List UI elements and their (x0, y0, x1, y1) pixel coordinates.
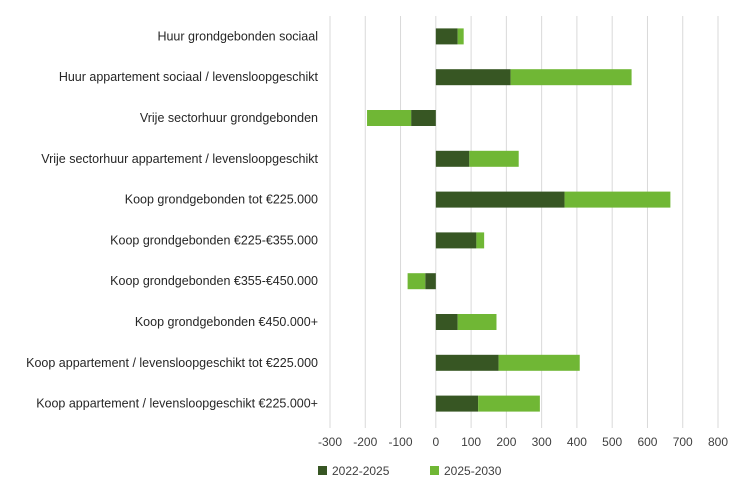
bar-segment-2025-2030 (457, 314, 497, 330)
x-tick-label: 0 (432, 435, 439, 449)
category-label: Koop grondgebonden tot €225.000 (125, 193, 318, 207)
bar-segment-2022-2025 (411, 110, 436, 126)
category-label: Koop appartement / levensloopgeschikt to… (26, 356, 318, 370)
legend-label-2025-2030: 2025-2030 (444, 464, 502, 478)
x-tick-label: 200 (496, 435, 516, 449)
x-tick-label: 600 (637, 435, 657, 449)
x-tick-label: -300 (318, 435, 342, 449)
category-labels: Huur grondgebonden sociaal Huur apparteme… (26, 29, 318, 410)
category-label: Koop grondgebonden €355-€450.000 (110, 274, 318, 288)
category-label: Huur grondgebonden sociaal (157, 29, 318, 43)
legend-label-2022-2025: 2022-2025 (332, 464, 390, 478)
x-tick-label: -200 (353, 435, 377, 449)
bar-segment-2022-2025 (435, 28, 458, 45)
x-tick-label: 700 (673, 435, 693, 449)
bar-segment-2022-2025 (435, 150, 470, 167)
bar-segment-2022-2025 (435, 354, 499, 371)
bar-segment-2022-2025 (425, 273, 436, 290)
category-label: Koop grondgebonden €225-€355.000 (110, 233, 318, 247)
x-tick-label: -100 (389, 435, 413, 449)
x-tick-label: 400 (567, 435, 587, 449)
bar-segment-2022-2025 (435, 395, 479, 412)
bar-segment-2025-2030 (407, 273, 426, 290)
legend-swatch-2025-2030 (430, 466, 439, 475)
legend-swatch-2022-2025 (318, 466, 327, 475)
x-tick-label: 800 (708, 435, 728, 449)
bar-segment-2025-2030 (367, 110, 412, 126)
bars (367, 28, 671, 412)
bar-segment-2025-2030 (498, 354, 580, 371)
bar-segment-2025-2030 (478, 395, 540, 412)
category-label: Koop grondgebonden €450.000+ (135, 315, 318, 329)
bar-segment-2022-2025 (435, 232, 477, 249)
category-label: Koop appartement / levensloopgeschikt €2… (36, 397, 318, 411)
x-tick-label: 100 (461, 435, 481, 449)
category-label: Vrije sectorhuur grondgebonden (140, 111, 318, 125)
bar-segment-2025-2030 (510, 69, 632, 86)
bar-segment-2022-2025 (435, 191, 565, 208)
x-tick-label: 500 (602, 435, 622, 449)
bar-segment-2025-2030 (469, 150, 519, 167)
x-tick-label: 300 (532, 435, 552, 449)
bar-segment-2025-2030 (564, 191, 671, 208)
bar-segment-2025-2030 (476, 232, 485, 249)
bar-segment-2022-2025 (435, 314, 458, 330)
category-label: Huur appartement sociaal / levensloopges… (59, 70, 319, 84)
bar-segment-2025-2030 (457, 28, 464, 45)
legend: 2022-2025 2025-2030 (318, 464, 502, 478)
x-axis-tick-labels: -300 -200 -100 0 100 200 300 400 500 600 700 800 (318, 435, 728, 449)
bar-segment-2022-2025 (435, 69, 511, 86)
category-label: Vrije sectorhuur appartement / levensloo… (41, 152, 318, 166)
